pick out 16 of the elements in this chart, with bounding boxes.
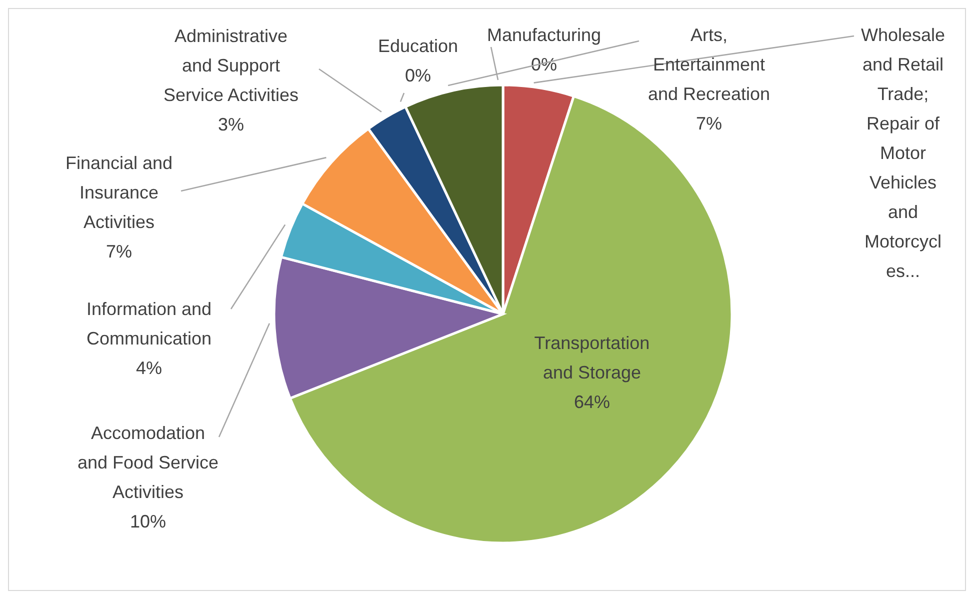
slice-label: Transportation and Storage [534, 333, 650, 382]
data-label: 7% [106, 242, 132, 262]
slice-label: Information and Communication [86, 299, 212, 348]
text: 0% [404, 66, 432, 86]
category-label: Education [378, 36, 458, 56]
data-label: 10% [130, 512, 166, 532]
data-label: 64% [574, 392, 610, 412]
data-label: 7% [696, 114, 722, 134]
category-label: Manufacturing [486, 25, 602, 45]
data-label: 3% [218, 114, 244, 134]
category-label: Wholesale and Retail Trade; Repair of Motor Vehicles and Motorcycles... [860, 25, 946, 281]
slice-label: Arts, Entertainment and Recreation [648, 25, 770, 104]
slice-label: Accomodation and Food Service Activities [77, 423, 219, 502]
slice-label: Financial and Insurance Activities [65, 153, 173, 232]
data-label: 4% [136, 358, 162, 378]
slice-label: Administrative and Support Service Activities [163, 26, 299, 105]
